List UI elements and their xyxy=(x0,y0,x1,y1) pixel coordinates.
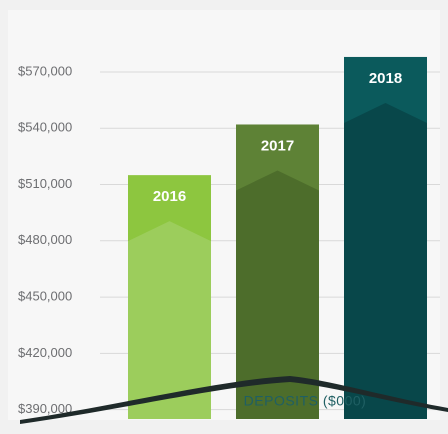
y-tick-label: $570,000 xyxy=(18,63,72,78)
y-tick-label: $450,000 xyxy=(18,289,72,304)
swoosh xyxy=(20,376,448,424)
bar-year-label: 2018 xyxy=(369,70,402,87)
y-tick-label: $480,000 xyxy=(18,232,72,247)
y-tick-label: $420,000 xyxy=(18,345,72,360)
bar-chevron xyxy=(344,102,427,420)
chart-title: DEPOSITS ($000) xyxy=(244,393,367,409)
bar-year-label: 2016 xyxy=(153,188,186,205)
bar-chevron xyxy=(128,221,211,419)
bar-year-label: 2017 xyxy=(261,137,294,154)
bar-chevron xyxy=(236,170,319,419)
y-tick-label: $540,000 xyxy=(18,120,72,135)
y-tick-label: $510,000 xyxy=(18,176,72,191)
y-tick-label: $390,000 xyxy=(18,401,72,416)
